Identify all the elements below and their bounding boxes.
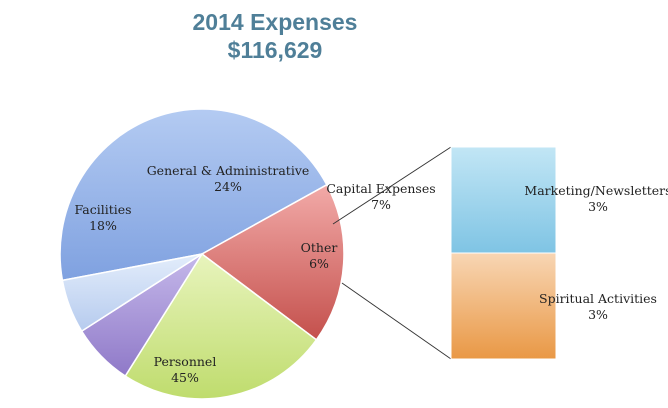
connector-line-bottom xyxy=(341,282,452,360)
slice-label-facilities: Facilities xyxy=(74,202,131,217)
chart-title: 2014 Expenses xyxy=(192,9,358,35)
slice-value-personnel: 45% xyxy=(171,370,199,385)
pie-slice-facilities xyxy=(200,183,345,341)
slice-label-other: Other xyxy=(301,240,338,255)
slice-value-general-and-administrative: 24% xyxy=(214,179,242,194)
bar-label-marketing-newsletters: Marketing/Newsletters xyxy=(524,183,668,198)
bar-segment-marketing-newsletters xyxy=(450,146,557,254)
chart-subtitle: $116,629 xyxy=(227,37,323,63)
slice-value-capital-expenses: 7% xyxy=(371,197,391,212)
slice-label-capital-expenses: Capital Expenses xyxy=(326,181,435,196)
chart-title-block: 2014 Expenses $116,629 xyxy=(100,8,450,64)
slice-label-general-and-administrative: General & Administrative xyxy=(147,163,310,178)
pie-slice-personnel xyxy=(59,108,328,282)
connector-line-top xyxy=(332,146,452,225)
bar-value-spiritual-activities: 3% xyxy=(588,307,608,322)
bar-value-marketing-newsletters: 3% xyxy=(588,199,608,214)
bar-label-spiritual-activities: Spiritual Activities xyxy=(539,291,657,306)
slice-value-facilities: 18% xyxy=(89,218,117,233)
slice-value-other: 6% xyxy=(309,256,329,271)
pie-slice-other xyxy=(61,253,203,333)
slice-label-personnel: Personnel xyxy=(154,354,217,369)
bar-segment-spiritual-activities xyxy=(450,252,557,360)
pie-slice-general-and-administrative xyxy=(124,252,318,400)
